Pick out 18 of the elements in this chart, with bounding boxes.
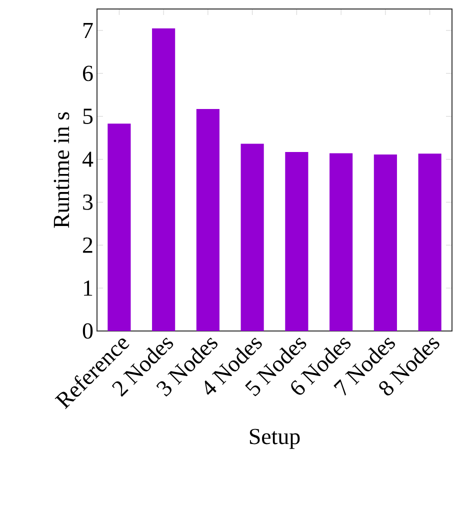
bar — [196, 109, 220, 331]
y-tick-label: 3 — [83, 194, 93, 210]
bar — [374, 154, 397, 331]
y-axis-title: Runtime in s — [54, 112, 70, 228]
bar — [330, 153, 353, 331]
x-axis-title: Setup — [250, 428, 300, 449]
bar — [240, 144, 264, 331]
bar — [418, 154, 442, 331]
y-tick-label: 5 — [83, 108, 93, 124]
y-tick-label: 7 — [84, 22, 93, 38]
bar — [152, 28, 176, 331]
y-tick-label: 0 — [82, 323, 93, 339]
y-tick-label: 2 — [83, 238, 92, 253]
y-tick-label: 1 — [84, 280, 92, 296]
y-tick-label: 4 — [82, 152, 94, 167]
y-tick-label: 6 — [83, 66, 93, 82]
bar — [285, 152, 308, 331]
bar — [108, 124, 131, 331]
